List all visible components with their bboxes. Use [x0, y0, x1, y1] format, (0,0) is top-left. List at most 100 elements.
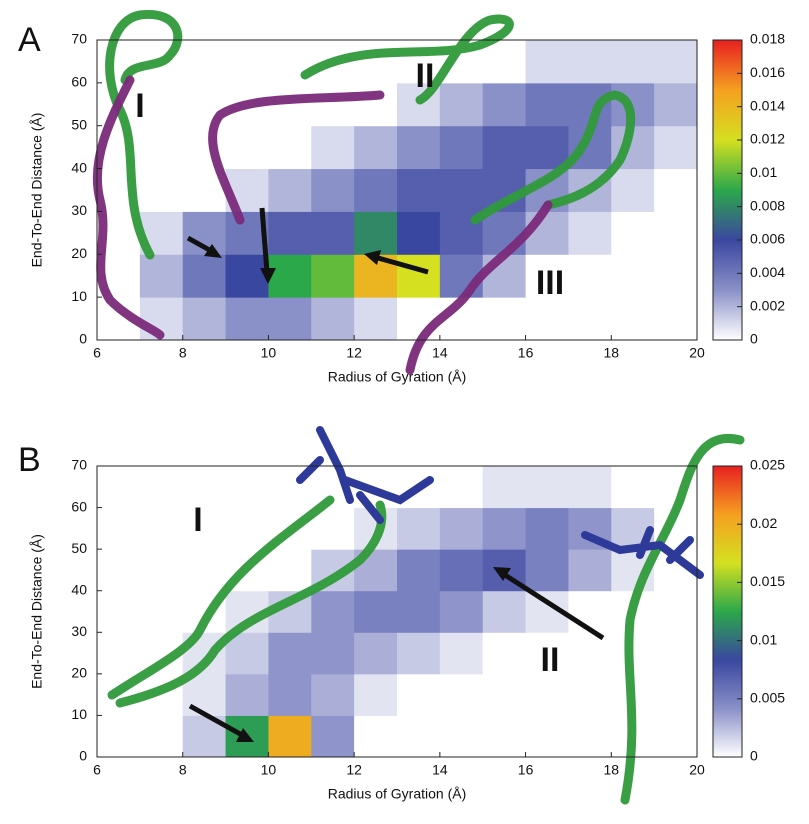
heat-cell [397, 254, 441, 298]
heat-cell [97, 632, 141, 675]
colorbar-tick-label: 0.01 [750, 631, 777, 647]
heat-cell [354, 168, 398, 212]
heat-cell [182, 466, 227, 509]
panel-a-heatmap [97, 40, 698, 341]
ribbon [300, 14, 514, 105]
heat-cell [482, 82, 527, 127]
x-tick-label: 16 [518, 762, 534, 778]
heat-cell [225, 507, 269, 550]
heat-cell [611, 168, 655, 212]
colorbar [712, 39, 743, 341]
heat-cell [568, 673, 612, 716]
heat-cell [611, 254, 655, 298]
arrow [503, 572, 605, 641]
heat-cell [439, 590, 484, 633]
heat-cell [611, 211, 655, 255]
x-tick-label: 8 [179, 345, 187, 361]
x-tick-label: 14 [432, 345, 448, 361]
heat-cell [525, 715, 569, 758]
heat-cell [439, 715, 484, 758]
heat-cell [97, 715, 141, 758]
heat-cell [654, 673, 698, 716]
heat-cell [568, 590, 612, 633]
heat-cell [354, 590, 398, 633]
colorbar [712, 465, 743, 758]
heat-cell [482, 466, 527, 509]
arrowhead [236, 728, 254, 742]
arrow [188, 703, 244, 738]
heat-cell [354, 125, 398, 170]
heat-cell [525, 466, 569, 509]
heat-cell [611, 40, 655, 84]
heat-cell [482, 254, 527, 298]
y-tick-label: 70 [71, 457, 87, 473]
heat-cell [311, 125, 355, 170]
x-tick-label: 10 [261, 345, 277, 361]
heat-cell [654, 125, 698, 170]
heat-cell [397, 590, 441, 633]
arrowhead [260, 268, 276, 284]
heat-cell [354, 297, 398, 341]
heat-cell [225, 673, 269, 716]
y-tick-label: 0 [79, 331, 87, 347]
heat-cell [439, 466, 484, 509]
heat-cell [482, 211, 527, 255]
heat-cell [139, 125, 184, 170]
colorbar-tick-label: 0.004 [750, 264, 785, 280]
colorbar-tick-label: 0.005 [750, 690, 785, 706]
ribbon [92, 75, 165, 340]
heat-cell [525, 254, 569, 298]
heat-cell [268, 549, 312, 592]
colorbar-tick-label: 0 [750, 748, 758, 764]
heat-cell [225, 297, 269, 341]
heat-cell [654, 590, 698, 633]
heat-cell [311, 297, 355, 341]
heat-cell [482, 507, 527, 550]
x-tick-label: 20 [689, 345, 705, 361]
heat-cell [482, 715, 527, 758]
x-axis-label: Radius of Gyration (Å) [328, 369, 467, 385]
heat-cell [654, 632, 698, 675]
heat-cell [654, 254, 698, 298]
heat-cell [268, 297, 312, 341]
heat-cell [654, 82, 698, 127]
heat-cell [182, 673, 227, 716]
ligand [581, 526, 704, 579]
y-tick-label: 50 [71, 116, 87, 132]
heat-cell [268, 168, 312, 212]
heat-cell [225, 125, 269, 170]
heat-cell [439, 507, 484, 550]
plot-frame [96, 39, 698, 341]
arrowhead [364, 250, 381, 265]
y-tick-label: 70 [71, 31, 87, 47]
heat-cell [611, 466, 655, 509]
panel-label: A [18, 21, 41, 59]
heat-cell [182, 254, 227, 298]
heat-cell [397, 715, 441, 758]
heat-cell [397, 632, 441, 675]
heat-cell [482, 40, 527, 84]
heat-cell [354, 211, 398, 255]
heat-cell [397, 211, 441, 255]
heat-cell [311, 632, 355, 675]
heat-cell [182, 507, 227, 550]
heat-cell [354, 82, 398, 127]
heat-cell [439, 168, 484, 212]
colorbar-tick-label: 0 [750, 331, 758, 347]
state-label: I [193, 501, 202, 539]
colorbar-tick-label: 0.006 [750, 231, 785, 247]
y-tick-label: 60 [71, 74, 87, 90]
heat-cell [311, 715, 355, 758]
arrowhead [204, 244, 222, 258]
heat-cell [397, 168, 441, 212]
x-tick-label: 16 [518, 345, 534, 361]
heat-cell [482, 673, 527, 716]
heat-cell [354, 632, 398, 675]
heat-cell [525, 40, 569, 84]
heat-cell [225, 466, 269, 509]
heat-cell [354, 715, 398, 758]
ribbon [620, 433, 745, 805]
heat-cell [311, 673, 355, 716]
heat-cell [568, 297, 612, 341]
structure-illustrations-b [107, 426, 745, 805]
